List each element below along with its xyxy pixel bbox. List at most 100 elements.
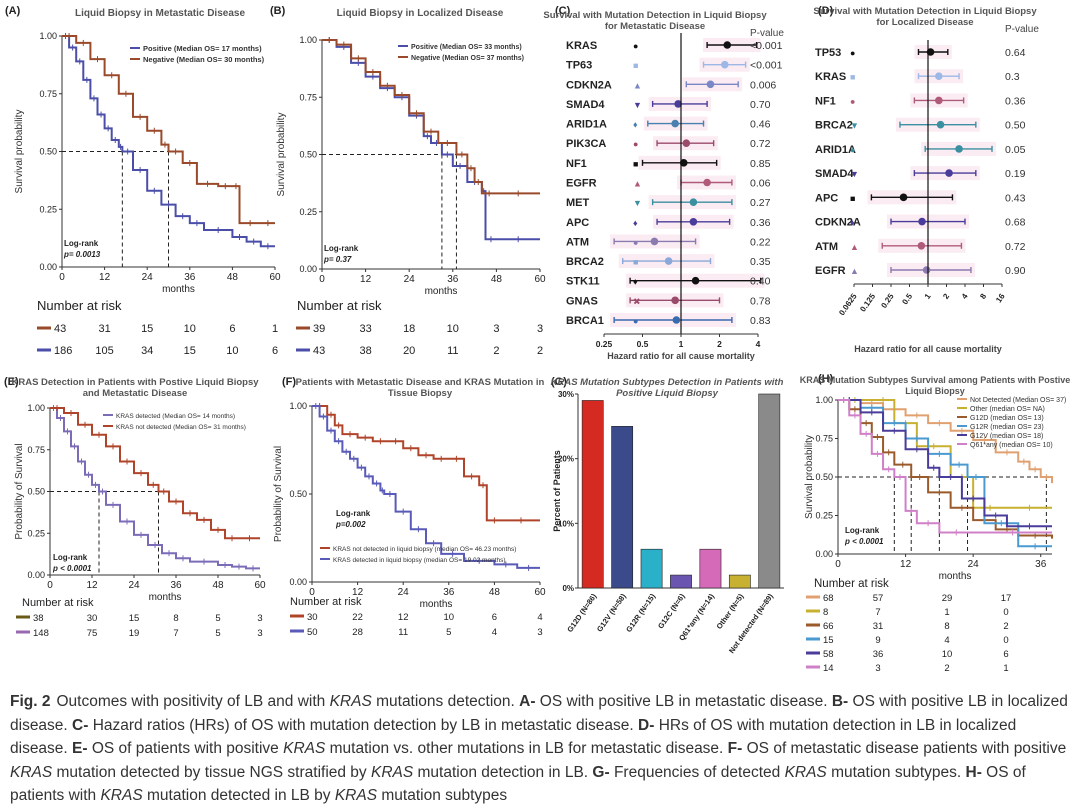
risk-value: 4 xyxy=(537,612,542,623)
risk-row-label: 39 xyxy=(313,323,325,335)
panel-g: (G)KRAS Mutation Subtypes Detection in P… xyxy=(551,376,784,655)
y-axis-label: Survival probability xyxy=(804,435,815,519)
caption-segment: B- xyxy=(831,693,849,710)
x-tick-label: 24 xyxy=(142,272,154,283)
legend-label: G12D (median OS= 13) xyxy=(970,415,1044,422)
panel-e: (E)KRAS Detection in Patients with Posti… xyxy=(4,376,266,639)
caption-fig-label: Fig. 2 xyxy=(10,693,51,710)
risk-value: 3 xyxy=(875,663,880,674)
gene-label: EGFR xyxy=(815,265,846,277)
risk-value: 4 xyxy=(492,627,497,638)
pvalue-header: P-value xyxy=(1005,24,1039,35)
caption-segment: mutation subtypes. xyxy=(826,763,966,781)
gene-label: BRCA1 xyxy=(566,315,604,327)
x-tick-label: 24 xyxy=(398,587,410,598)
panel-label: (B) xyxy=(270,5,286,17)
panel-c: (C)Survival with Mutation Detection in L… xyxy=(543,5,784,361)
risk-table-title: Number at risk xyxy=(37,298,122,313)
x-tick-label: 48 xyxy=(489,587,501,598)
logrank-annotation: p= 0.37 xyxy=(323,255,352,264)
pvalue-label: 0.06 xyxy=(750,178,771,190)
gene-label: SMAD4 xyxy=(815,168,854,180)
pvalue-label: 0.19 xyxy=(1005,168,1026,180)
pvalue-label: 0.68 xyxy=(1005,217,1026,229)
x-axis-label: months xyxy=(149,592,182,603)
risk-value: 33 xyxy=(359,323,371,335)
gene-label: BRCA2 xyxy=(566,256,604,268)
gene-label: MET xyxy=(566,197,590,209)
risk-row-label: 8 xyxy=(823,607,828,618)
risk-value: 11 xyxy=(447,345,458,357)
risk-row-label: 30 xyxy=(307,612,318,623)
gene-label: ATM xyxy=(815,241,838,253)
x-tick-label: 12 xyxy=(86,580,98,591)
chart-title: KRAS Detection in Patients with Postive … xyxy=(11,377,259,388)
risk-value: 1 xyxy=(944,607,949,618)
pvalue-label: 0.006 xyxy=(750,79,776,91)
logrank-annotation: p= 0.0013 xyxy=(63,250,101,259)
caption-segment: F- xyxy=(727,740,743,757)
risk-value: 36 xyxy=(873,649,884,660)
km-curve xyxy=(50,407,260,570)
gene-label: EGFR xyxy=(566,178,597,190)
chart-title: Patients with Metastatic Disease and KRA… xyxy=(296,377,545,388)
pvalue-label: 0.22 xyxy=(750,236,771,248)
km-curve xyxy=(50,407,260,540)
risk-value: 10 xyxy=(444,612,455,623)
gene-label: PIK3CA xyxy=(566,138,606,150)
x-tick-label: 12 xyxy=(352,587,364,598)
chart-title: for Metastatic Disease xyxy=(605,21,705,32)
y-axis-label: Probability of Survival xyxy=(14,443,25,539)
risk-value: 6 xyxy=(492,612,497,623)
gene-label: NF1 xyxy=(815,95,836,107)
y-tick-label: 0.00 xyxy=(815,549,833,559)
y-tick-label: 1.00 xyxy=(299,35,317,45)
gene-label: ARID1A xyxy=(566,119,607,131)
panel-label: (D) xyxy=(818,5,834,17)
legend-label: KRAS detected in liquid biopsy (median O… xyxy=(333,557,506,564)
km-curve xyxy=(312,405,540,522)
y-tick-label: 1.00 xyxy=(27,403,45,413)
gene-marker: ■ xyxy=(633,61,638,71)
hr-point xyxy=(917,241,926,250)
risk-value: 30 xyxy=(87,613,98,624)
caption-segment: A- xyxy=(519,693,536,710)
risk-value: 15 xyxy=(184,345,196,357)
logrank-annotation: p=0.002 xyxy=(335,520,366,529)
x-axis-label: months xyxy=(420,599,453,610)
x-tick-label: 0.5 xyxy=(637,339,649,349)
x-tick-label: 4 xyxy=(756,339,761,349)
km-curve xyxy=(838,399,1052,534)
x-tick-label: 16 xyxy=(994,292,1007,305)
x-tick-label: 60 xyxy=(254,580,266,591)
y-axis-label: Probability of Survival xyxy=(273,446,284,542)
risk-value: 15 xyxy=(129,613,140,624)
x-axis-label: months xyxy=(425,286,458,297)
legend-label: KRAS detected (Median OS= 14 months) xyxy=(116,413,235,420)
risk-row-label: 43 xyxy=(54,323,66,335)
caption-segment: mutation vs. other mutations in LB for m… xyxy=(325,740,728,757)
pvalue-label: 0.70 xyxy=(750,99,771,111)
caption-segment: OS with positive LB in metastatic diseas… xyxy=(535,693,832,710)
hr-point xyxy=(672,316,681,324)
risk-row-label: 68 xyxy=(823,593,834,604)
chart-title: Survival with Mutation Detection in Liqu… xyxy=(813,6,1037,17)
x-tick-label: 12 xyxy=(99,272,111,283)
panel-label: (E) xyxy=(4,376,19,388)
risk-value: 29 xyxy=(942,593,953,604)
caption-segment: HRs of OS with mutation detection in LB … xyxy=(10,716,1017,758)
panel-label: (C) xyxy=(555,5,571,17)
hr-point xyxy=(899,193,908,202)
hr-point xyxy=(926,48,935,56)
y-tick-label: 0.75 xyxy=(299,92,317,102)
hr-point xyxy=(679,159,688,167)
risk-value: 5 xyxy=(215,628,220,639)
figure-caption: Fig. 2 Outcomes with positivity of LB and… xyxy=(10,690,1072,808)
panel-label: (F) xyxy=(282,376,296,388)
gene-label: APC xyxy=(815,192,838,204)
risk-value: 4 xyxy=(944,635,949,646)
gene-marker: ■ xyxy=(850,72,855,82)
bar xyxy=(581,400,604,589)
caption-segment: OS of patients with positive xyxy=(87,740,284,757)
risk-value: 38 xyxy=(359,345,371,357)
